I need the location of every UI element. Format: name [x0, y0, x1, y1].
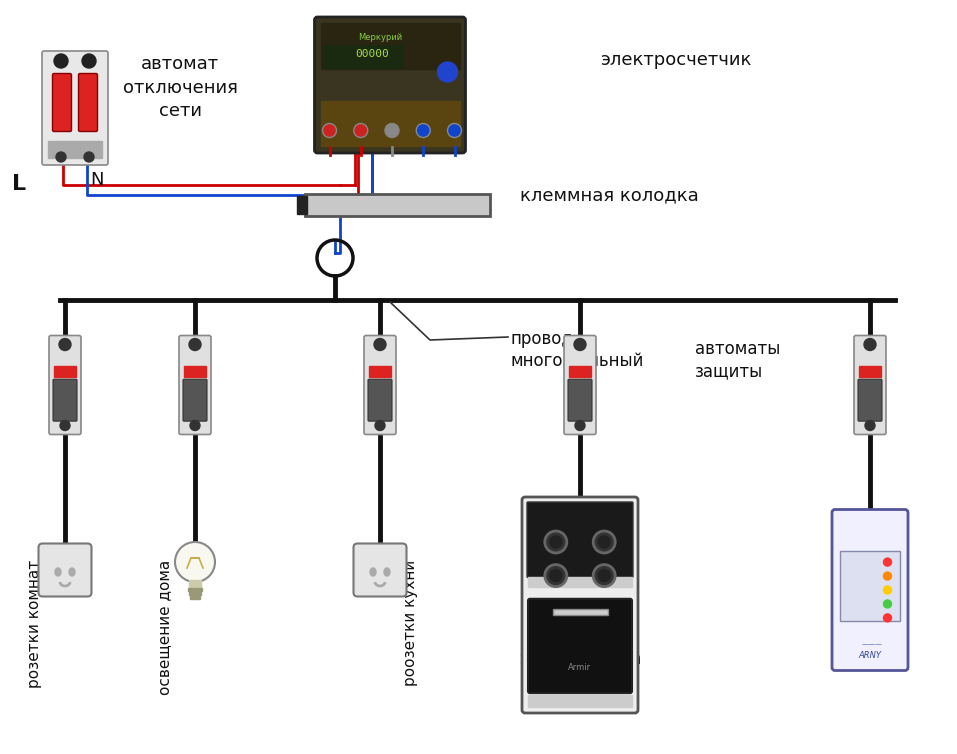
Circle shape: [416, 124, 431, 137]
Bar: [321, 23, 459, 69]
Circle shape: [374, 339, 386, 351]
Text: электроплита: электроплита: [519, 650, 641, 668]
FancyBboxPatch shape: [49, 336, 81, 434]
Bar: [189, 592, 201, 595]
FancyBboxPatch shape: [858, 379, 882, 421]
Ellipse shape: [384, 568, 390, 576]
Circle shape: [550, 569, 562, 581]
Circle shape: [574, 339, 586, 351]
Text: автомат
отключения
сети: автомат отключения сети: [122, 55, 237, 120]
Bar: [190, 596, 200, 599]
Text: N: N: [90, 171, 103, 189]
Circle shape: [84, 152, 94, 162]
Circle shape: [883, 600, 892, 608]
FancyBboxPatch shape: [854, 336, 886, 434]
FancyBboxPatch shape: [528, 599, 632, 693]
Circle shape: [437, 62, 457, 82]
FancyBboxPatch shape: [522, 497, 638, 713]
FancyBboxPatch shape: [368, 379, 392, 421]
Circle shape: [323, 124, 337, 137]
FancyBboxPatch shape: [527, 502, 633, 578]
Circle shape: [545, 531, 567, 553]
FancyBboxPatch shape: [183, 379, 207, 421]
Text: 00000: 00000: [355, 49, 389, 59]
FancyBboxPatch shape: [53, 73, 72, 131]
Circle shape: [598, 569, 611, 581]
Circle shape: [575, 421, 585, 431]
Bar: [528, 695, 632, 707]
Circle shape: [56, 152, 66, 162]
Text: L: L: [12, 174, 26, 194]
Text: электросчетчик: электросчетчик: [600, 51, 751, 69]
Circle shape: [60, 421, 70, 431]
FancyBboxPatch shape: [353, 544, 407, 596]
Circle shape: [375, 421, 385, 431]
Text: автоматы
защиты: автоматы защиты: [695, 340, 780, 380]
FancyBboxPatch shape: [42, 51, 108, 165]
Ellipse shape: [370, 568, 376, 576]
Bar: [188, 588, 202, 591]
Bar: [189, 580, 201, 588]
Circle shape: [883, 586, 892, 594]
Bar: [840, 551, 900, 621]
Circle shape: [593, 531, 615, 553]
Bar: [859, 366, 881, 378]
Text: Меркурий: Меркурий: [358, 33, 402, 42]
Ellipse shape: [55, 568, 61, 576]
FancyBboxPatch shape: [568, 379, 592, 421]
Text: ———: ———: [861, 641, 882, 647]
Circle shape: [593, 565, 615, 587]
Bar: [528, 577, 632, 587]
Text: ТЭН: ТЭН: [845, 510, 895, 530]
FancyBboxPatch shape: [53, 379, 77, 421]
Circle shape: [883, 572, 892, 580]
Circle shape: [354, 124, 367, 137]
Circle shape: [598, 536, 611, 548]
Circle shape: [883, 558, 892, 566]
Circle shape: [385, 124, 399, 137]
FancyBboxPatch shape: [38, 544, 92, 596]
Bar: [305, 194, 490, 216]
Text: розетки комнат: розетки комнат: [28, 560, 42, 688]
Circle shape: [59, 339, 71, 351]
Bar: [369, 366, 391, 378]
FancyBboxPatch shape: [78, 73, 98, 131]
Text: клеммная колодка: клеммная колодка: [520, 186, 699, 204]
Circle shape: [865, 421, 875, 431]
Text: провод
многожильный: провод многожильный: [510, 330, 643, 370]
Text: ARNY: ARNY: [858, 651, 881, 660]
Circle shape: [175, 542, 215, 582]
Text: роозетки кухни: роозетки кухни: [403, 560, 417, 686]
Circle shape: [448, 124, 461, 137]
Bar: [321, 100, 459, 146]
Text: освещение дома: освещение дома: [158, 560, 172, 695]
Circle shape: [189, 339, 201, 351]
Circle shape: [550, 536, 562, 548]
FancyBboxPatch shape: [564, 336, 596, 434]
Circle shape: [864, 339, 876, 351]
Bar: [552, 608, 608, 615]
Bar: [569, 366, 591, 378]
Bar: [323, 45, 402, 69]
Ellipse shape: [69, 568, 75, 576]
Circle shape: [54, 54, 68, 68]
Bar: [184, 366, 206, 378]
Bar: [297, 196, 307, 214]
Bar: [48, 141, 102, 158]
Circle shape: [545, 565, 567, 587]
FancyBboxPatch shape: [832, 510, 908, 670]
Circle shape: [190, 421, 200, 431]
Text: Armir: Armir: [568, 664, 591, 673]
FancyBboxPatch shape: [179, 336, 211, 434]
Circle shape: [883, 614, 892, 622]
FancyBboxPatch shape: [364, 336, 396, 434]
FancyBboxPatch shape: [315, 17, 465, 153]
Circle shape: [82, 54, 96, 68]
Bar: [54, 366, 76, 378]
